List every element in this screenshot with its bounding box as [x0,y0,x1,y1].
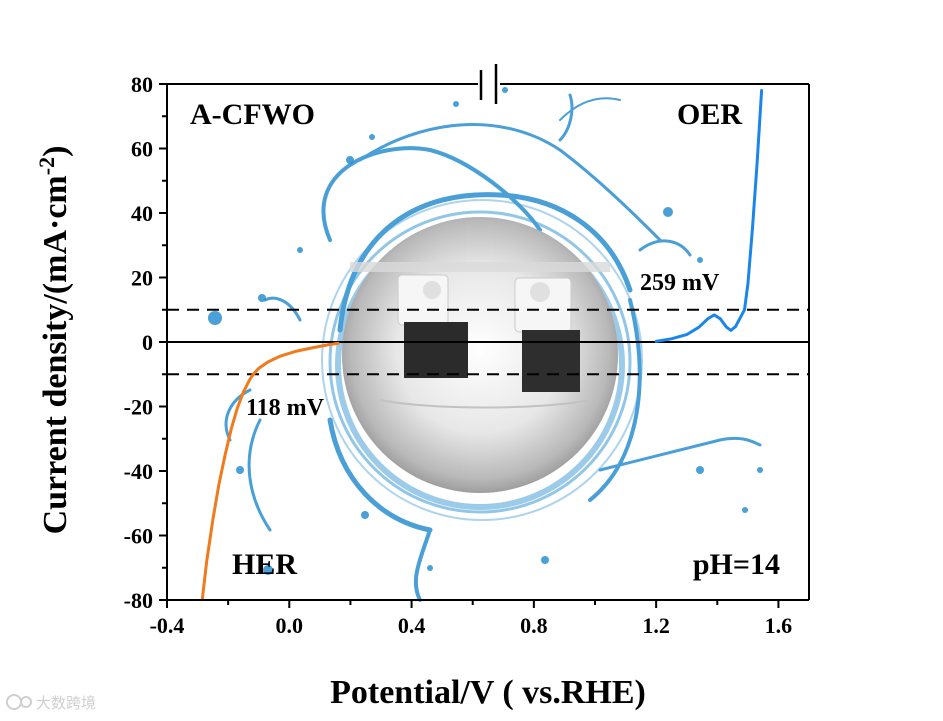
series-line-oer [654,89,764,343]
reference-lines [167,308,809,376]
x-ticks: -0.4 0.0 0.4 0.8 1.2 1.6 [150,600,793,638]
her-overpotential-label: 118 mV [246,395,325,421]
y-tick-label: -40 [124,459,153,484]
watermark-text: 大数跨境 [36,694,96,712]
watermark: 大数跨境 [6,694,96,712]
y-tick-label: 20 [131,266,153,291]
y-ticks: 80 60 40 20 0 -20 -40 -60 -80 [124,72,167,613]
y-tick-label: -60 [124,524,153,549]
sample-label: A-CFWO [190,98,315,131]
oer-overpotential-label: 259 mV [640,270,720,296]
x-tick-label: 1.2 [642,613,670,638]
x-tick-label: 1.6 [765,613,793,638]
series-line-her [200,341,340,600]
y-axis-label-superscript: -2 [34,157,59,175]
series-group [200,89,764,600]
oer-label: OER [677,98,742,131]
y-tick-label: -20 [124,395,153,420]
y-axis-label: Current density/(mA·cm-2) [34,146,74,535]
y-tick-label: 80 [131,72,153,97]
y-axis-label-close: ) [37,146,74,157]
x-tick-label: 0.4 [398,613,426,638]
electrolysis-cell-photo-icon [208,87,763,602]
her-label: HER [232,548,297,581]
x-axis-label: Potential/V ( vs.RHE) [330,674,646,711]
y-axis-label-main: Current density/(mA·cm [37,175,74,534]
x-tick-label: -0.4 [150,613,185,638]
y-tick-label: 40 [131,201,153,226]
x-tick-label: 0.0 [276,613,304,638]
x-tick-label: 0.8 [520,613,548,638]
y-tick-label: 0 [142,330,153,355]
ph-label: pH=14 [693,548,780,581]
y-tick-label: -80 [124,588,153,613]
axis-break-marker [479,64,498,104]
y-tick-label: 60 [131,137,153,162]
